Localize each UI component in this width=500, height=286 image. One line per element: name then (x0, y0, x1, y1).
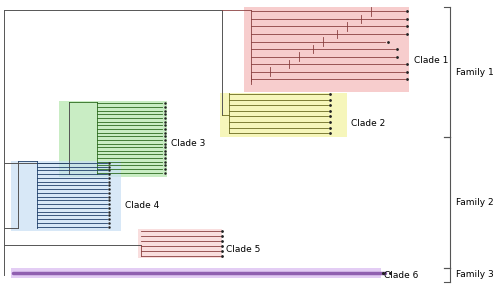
Text: Clade 3: Clade 3 (171, 138, 205, 148)
Text: Clade 4: Clade 4 (125, 201, 160, 210)
Bar (11, 268, 380, 278)
Text: Family 2: Family 2 (456, 198, 494, 207)
Bar (220, 94, 347, 137)
Text: Family 3: Family 3 (456, 270, 494, 279)
Text: Clade 1: Clade 1 (414, 56, 448, 65)
Text: Family 1: Family 1 (456, 68, 494, 77)
Bar (244, 7, 410, 92)
Text: Clade 2: Clade 2 (352, 119, 386, 128)
Bar (59, 100, 167, 177)
Text: Clade 6: Clade 6 (384, 271, 419, 280)
Bar (138, 229, 222, 258)
Text: Clade 5: Clade 5 (226, 245, 260, 254)
Bar (11, 161, 122, 231)
